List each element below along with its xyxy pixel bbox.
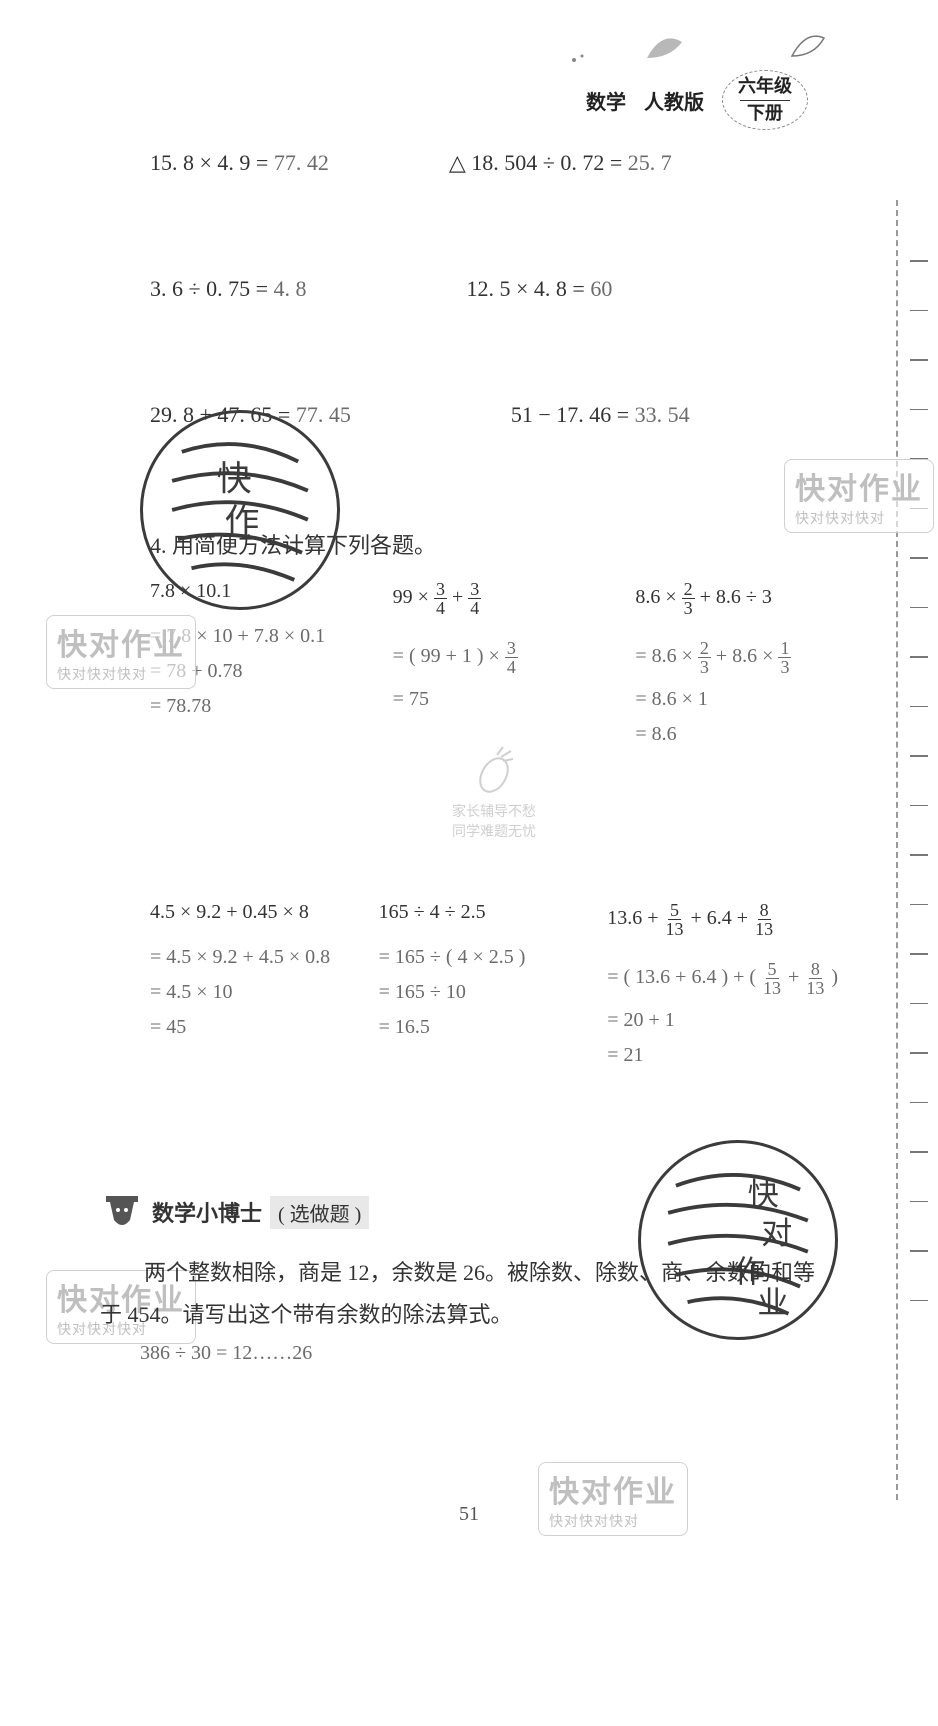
decor-dots-icon [568,50,588,70]
grade-badge: 六年级 下册 [722,70,808,130]
calc-problem: 165 ÷ 4 ÷ 2.5 [379,901,568,924]
subject-label: 数学 [586,86,626,115]
calc-step: = 165 ÷ ( 4 × 2.5 ) [379,946,568,969]
equation: 3. 6 ÷ 0. 75 = 4. 8 [150,276,306,302]
calc-step: = 165 ÷ 10 [379,981,568,1004]
calc-step: = 78.78 [150,695,353,718]
doctor-section: 数学小博士 ( 选做题 ) 两个整数相除，商是 12，余数是 26。被除数、除数… [100,1190,818,1365]
equation: 51 − 17. 46 = 33. 54 [511,402,690,428]
doctor-heading: 数学小博士 ( 选做题 ) [100,1190,818,1234]
eq-answer: 4. 8 [273,276,306,301]
carrot-caption: 同学难题无忧 [393,821,596,841]
eq-lhs: 18. 504 ÷ 0. 72 = [471,150,622,175]
calc-problem: 8.6 × 23 + 8.6 ÷ 3 [635,580,838,617]
doctor-subtitle: ( 选做题 ) [270,1196,369,1229]
svg-text:快: 快 [217,460,252,499]
equation-row: 3. 6 ÷ 0. 75 = 4. 8 12. 5 × 4. 8 = 60 [150,276,838,302]
equation: 12. 5 × 4. 8 = 60 [466,276,612,302]
calc-column: 4.5 × 9.2 + 0.45 × 8 = 4.5 × 9.2 + 4.5 ×… [150,901,339,1067]
calc-grid-2: 4.5 × 9.2 + 0.45 × 8 = 4.5 × 9.2 + 4.5 ×… [150,901,838,1067]
page-root: 数学 人教版 六年级 下册 15. 8 × 4. 9 = 77. 42 △ 18… [0,0,938,1726]
grade-top: 六年级 [738,76,792,98]
calc-step: = 8.6 × 23 + 8.6 × 13 [635,639,838,676]
eq-lhs: 12. 5 × 4. 8 = [466,276,584,301]
grade-bottom: 下册 [747,103,783,125]
calc-step: = 16.5 [379,1016,568,1039]
calc-step: = 20 + 1 [607,1009,838,1032]
carrot-icon: 家长辅导不愁 同学难题无忧 [393,743,596,841]
watermark-box: 快对作业 快对快对快对 [784,459,934,533]
equation-row: 15. 8 × 4. 9 = 77. 42 △ 18. 504 ÷ 0. 72 … [150,150,838,176]
calc-column: 165 ÷ 4 ÷ 2.5 = 165 ÷ ( 4 × 2.5 ) = 165 … [379,901,568,1067]
watermark-text: 快对作业 [795,464,923,508]
calc-step: = ( 99 + 1 ) × 34 [393,639,596,676]
svg-text:作: 作 [224,502,259,541]
equation: △ 18. 504 ÷ 0. 72 = 25. 7 [449,150,672,176]
calc-grid-1: 7.8 × 10.1 = 7.8 × 10 + 7.8 × 0.1 = 78 +… [150,580,838,841]
watermark-text: 快对作业 [57,620,185,664]
eq-answer: 33. 54 [635,402,690,427]
watermark-text: 快对作业 [549,1467,677,1511]
calc-step: = 21 [607,1044,838,1067]
calc-column: 13.6 + 513 + 6.4 + 813 = ( 13.6 + 6.4 ) … [607,901,838,1067]
calc-problem: 13.6 + 513 + 6.4 + 813 [607,901,838,938]
eq-answer: 60 [590,276,612,301]
doctor-title: 数学小博士 [152,1196,262,1228]
eq-answer: 77. 42 [274,150,329,175]
watermark-subtext: 快对快对快对 [57,664,185,684]
calc-step: = 8.6 [635,723,838,746]
carrot-caption: 家长辅导不愁 [393,801,596,821]
doctor-problem-text: 两个整数相除，商是 12，余数是 26。被除数、除数、商、余数的和等于 454。… [100,1252,818,1336]
watermark-box: 快对作业 快对快对快对 [46,615,196,689]
triangle-icon: △ [449,150,466,175]
calc-problem: 99 × 34 + 34 [393,580,596,617]
stamp-icon: 快 作 [140,410,340,610]
decor-leaf-icon [642,28,688,64]
calc-step: = 4.5 × 10 [150,981,339,1004]
eq-lhs: 3. 6 ÷ 0. 75 = [150,276,268,301]
eq-lhs: 51 − 17. 46 = [511,402,629,427]
page-number: 51 [459,1503,479,1526]
calc-step: = ( 13.6 + 6.4 ) + ( 513 + 813 ) [607,960,838,997]
margin-ticks [910,260,928,1301]
decor-leaf-icon [788,28,828,62]
graduate-icon [100,1190,144,1234]
calc-problem: 4.5 × 9.2 + 0.45 × 8 [150,901,339,924]
equation: 15. 8 × 4. 9 = 77. 42 [150,150,329,176]
page-header: 数学 人教版 六年级 下册 [586,70,808,130]
calc-step: = 4.5 × 9.2 + 4.5 × 0.8 [150,946,339,969]
margin-rule [896,200,898,1500]
calc-step: = 8.6 × 1 [635,688,838,711]
watermark-subtext: 快对快对快对 [549,1511,677,1531]
eq-answer: 25. 7 [628,150,672,175]
calc-step: = 45 [150,1016,339,1039]
calc-column: 8.6 × 23 + 8.6 ÷ 3 = 8.6 × 23 + 8.6 × 13… [635,580,838,841]
edition-label: 人教版 [644,86,704,115]
doctor-answer: 386 ÷ 30 = 12……26 [100,1342,818,1365]
watermark-box: 快对作业 快对快对快对 [538,1462,688,1536]
eq-answer: 77. 45 [296,402,351,427]
eq-lhs: 15. 8 × 4. 9 = [150,150,268,175]
watermark-subtext: 快对快对快对 [795,508,923,528]
calc-step: = 75 [393,688,596,711]
calc-column: 99 × 34 + 34 = ( 99 + 1 ) × 34 = 75 家长辅导… [393,580,596,841]
content-area: 15. 8 × 4. 9 = 77. 42 △ 18. 504 ÷ 0. 72 … [150,150,838,1067]
